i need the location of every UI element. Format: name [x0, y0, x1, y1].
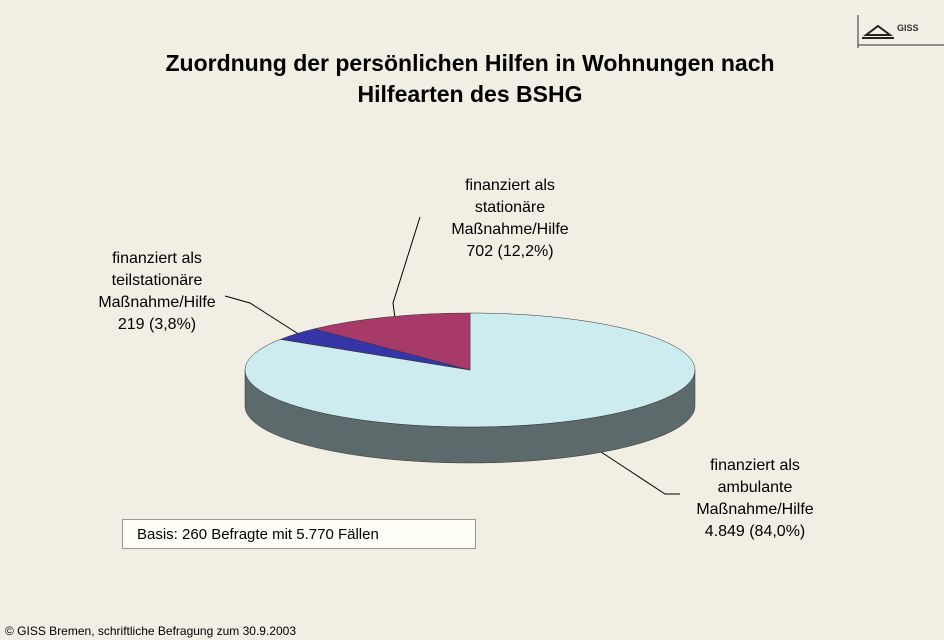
chart-title: Zuordnung der persönlichen Hilfen in Woh…	[165, 50, 775, 107]
value-label: 702 (12,2%)	[466, 243, 554, 260]
logo-icon	[863, 24, 893, 36]
leader-line	[392, 216, 421, 319]
category-label: finanziert als ambulante Maßnahme/Hilfe	[696, 457, 814, 518]
slice	[314, 312, 471, 371]
category-label: finanziert als teilstationäre Maßnahme/H…	[98, 250, 216, 311]
leader-line	[224, 295, 301, 336]
slice-label: finanziert als stationäre Maßnahme/Hilfe…	[432, 175, 588, 263]
value-label: 4.849 (84,0%)	[704, 523, 806, 540]
note: Basis: 260 Befragte mit 5.770 Fällen	[122, 519, 476, 549]
source: © GISS Bremen, schriftliche Befragung zu…	[5, 624, 296, 638]
value-label: 219 (3,8%)	[117, 316, 197, 333]
category-label: finanziert als stationäre Maßnahme/Hilfe	[451, 177, 569, 238]
slice-label: finanziert als ambulante Maßnahme/Hilfe 4…	[680, 455, 830, 543]
logo-text: GISS	[897, 23, 919, 33]
slice-label: finanziert als teilstationäre Maßnahme/H…	[82, 248, 232, 336]
